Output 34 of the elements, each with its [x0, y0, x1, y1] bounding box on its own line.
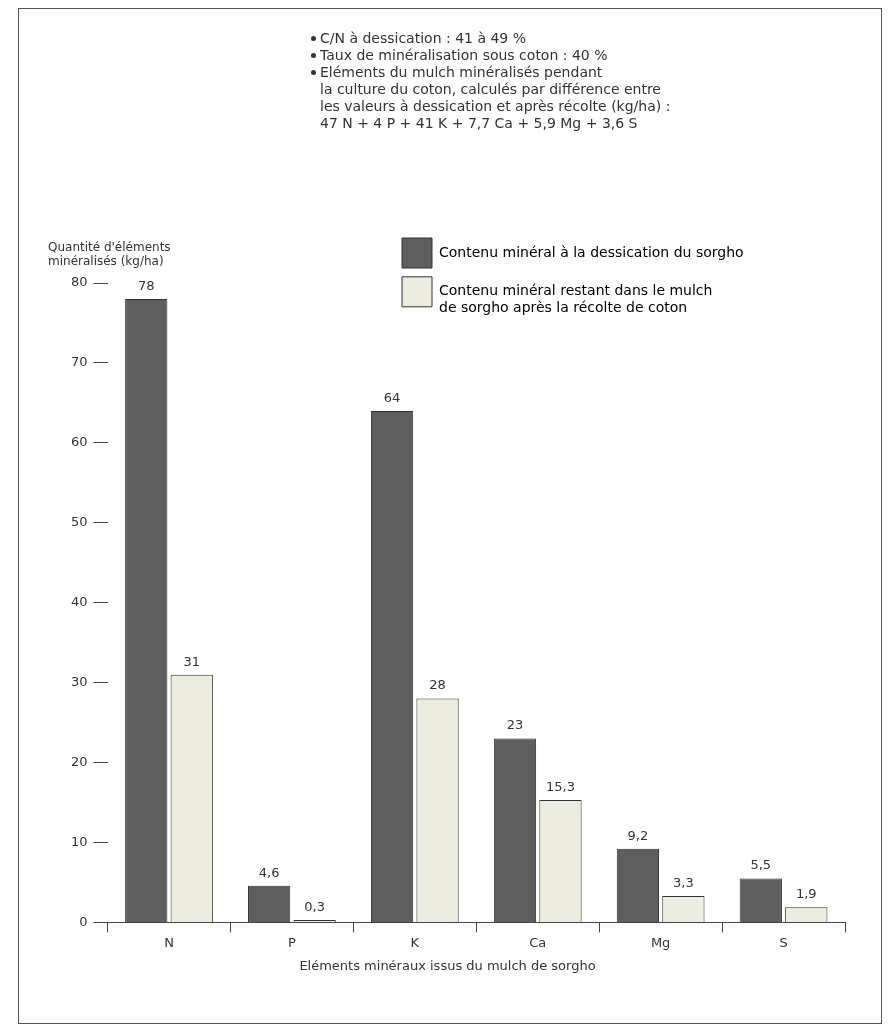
x-tick-label: Mg	[650, 934, 671, 950]
data-label: 78	[137, 277, 155, 293]
data-label: 5,5	[750, 857, 772, 873]
y-tick-label: 40	[71, 594, 88, 610]
data-label: 28	[429, 677, 446, 693]
x-tick-label: N	[164, 934, 174, 950]
y-tick-label: 30	[71, 674, 88, 689]
x-tick-label: P	[287, 934, 296, 950]
x-tick-label: Ca	[529, 934, 547, 950]
y-tick-label: 0	[79, 913, 88, 929]
y-tick-label: 70	[71, 354, 88, 370]
data-label: 15,3	[545, 778, 575, 794]
y-axis-title: Quantité d'éléments minéralisés (kg/ha)	[48, 240, 171, 268]
data-label: 1,9	[795, 886, 817, 902]
data-label: 0,3	[304, 898, 325, 914]
data-label: 64	[383, 389, 401, 405]
text: Eléments du mulch minéralisés pendant la culture du coton, calculés par différence entre les valeurs à dessication et après récolte (kg/ha) : 47 N + 4 P + 41 K + 7,7 Ca + 5,9 Mg + 3,6 S	[320, 64, 671, 131]
text: Taux de minéralisation sous coton : 40 %	[320, 47, 608, 63]
x-axis-title: Eléments minéraux issus du mulch de sorgho	[298, 958, 597, 973]
text: C/N à dessication : 41 à 49 %	[320, 30, 526, 46]
data-label: 4,6	[258, 864, 280, 880]
legend-label: Contenu minéral restant dans le mulch de sorgho après la récolte de coton	[439, 282, 713, 316]
data-label: 3,3	[673, 874, 694, 890]
y-tick-label: 60	[71, 434, 88, 450]
x-tick-label: S	[779, 934, 788, 950]
data-label: 9,2	[627, 827, 649, 843]
y-tick-label: 80	[71, 274, 88, 290]
y-tick-label: 50	[71, 514, 88, 530]
legend-label: Contenu minéral à la dessication du sorgho	[439, 243, 744, 260]
data-label: 31	[183, 653, 201, 669]
data-label: 23	[506, 717, 524, 733]
y-tick-label: 20	[71, 753, 88, 769]
x-tick-label: K	[410, 934, 420, 950]
y-tick-label: 10	[71, 833, 88, 849]
